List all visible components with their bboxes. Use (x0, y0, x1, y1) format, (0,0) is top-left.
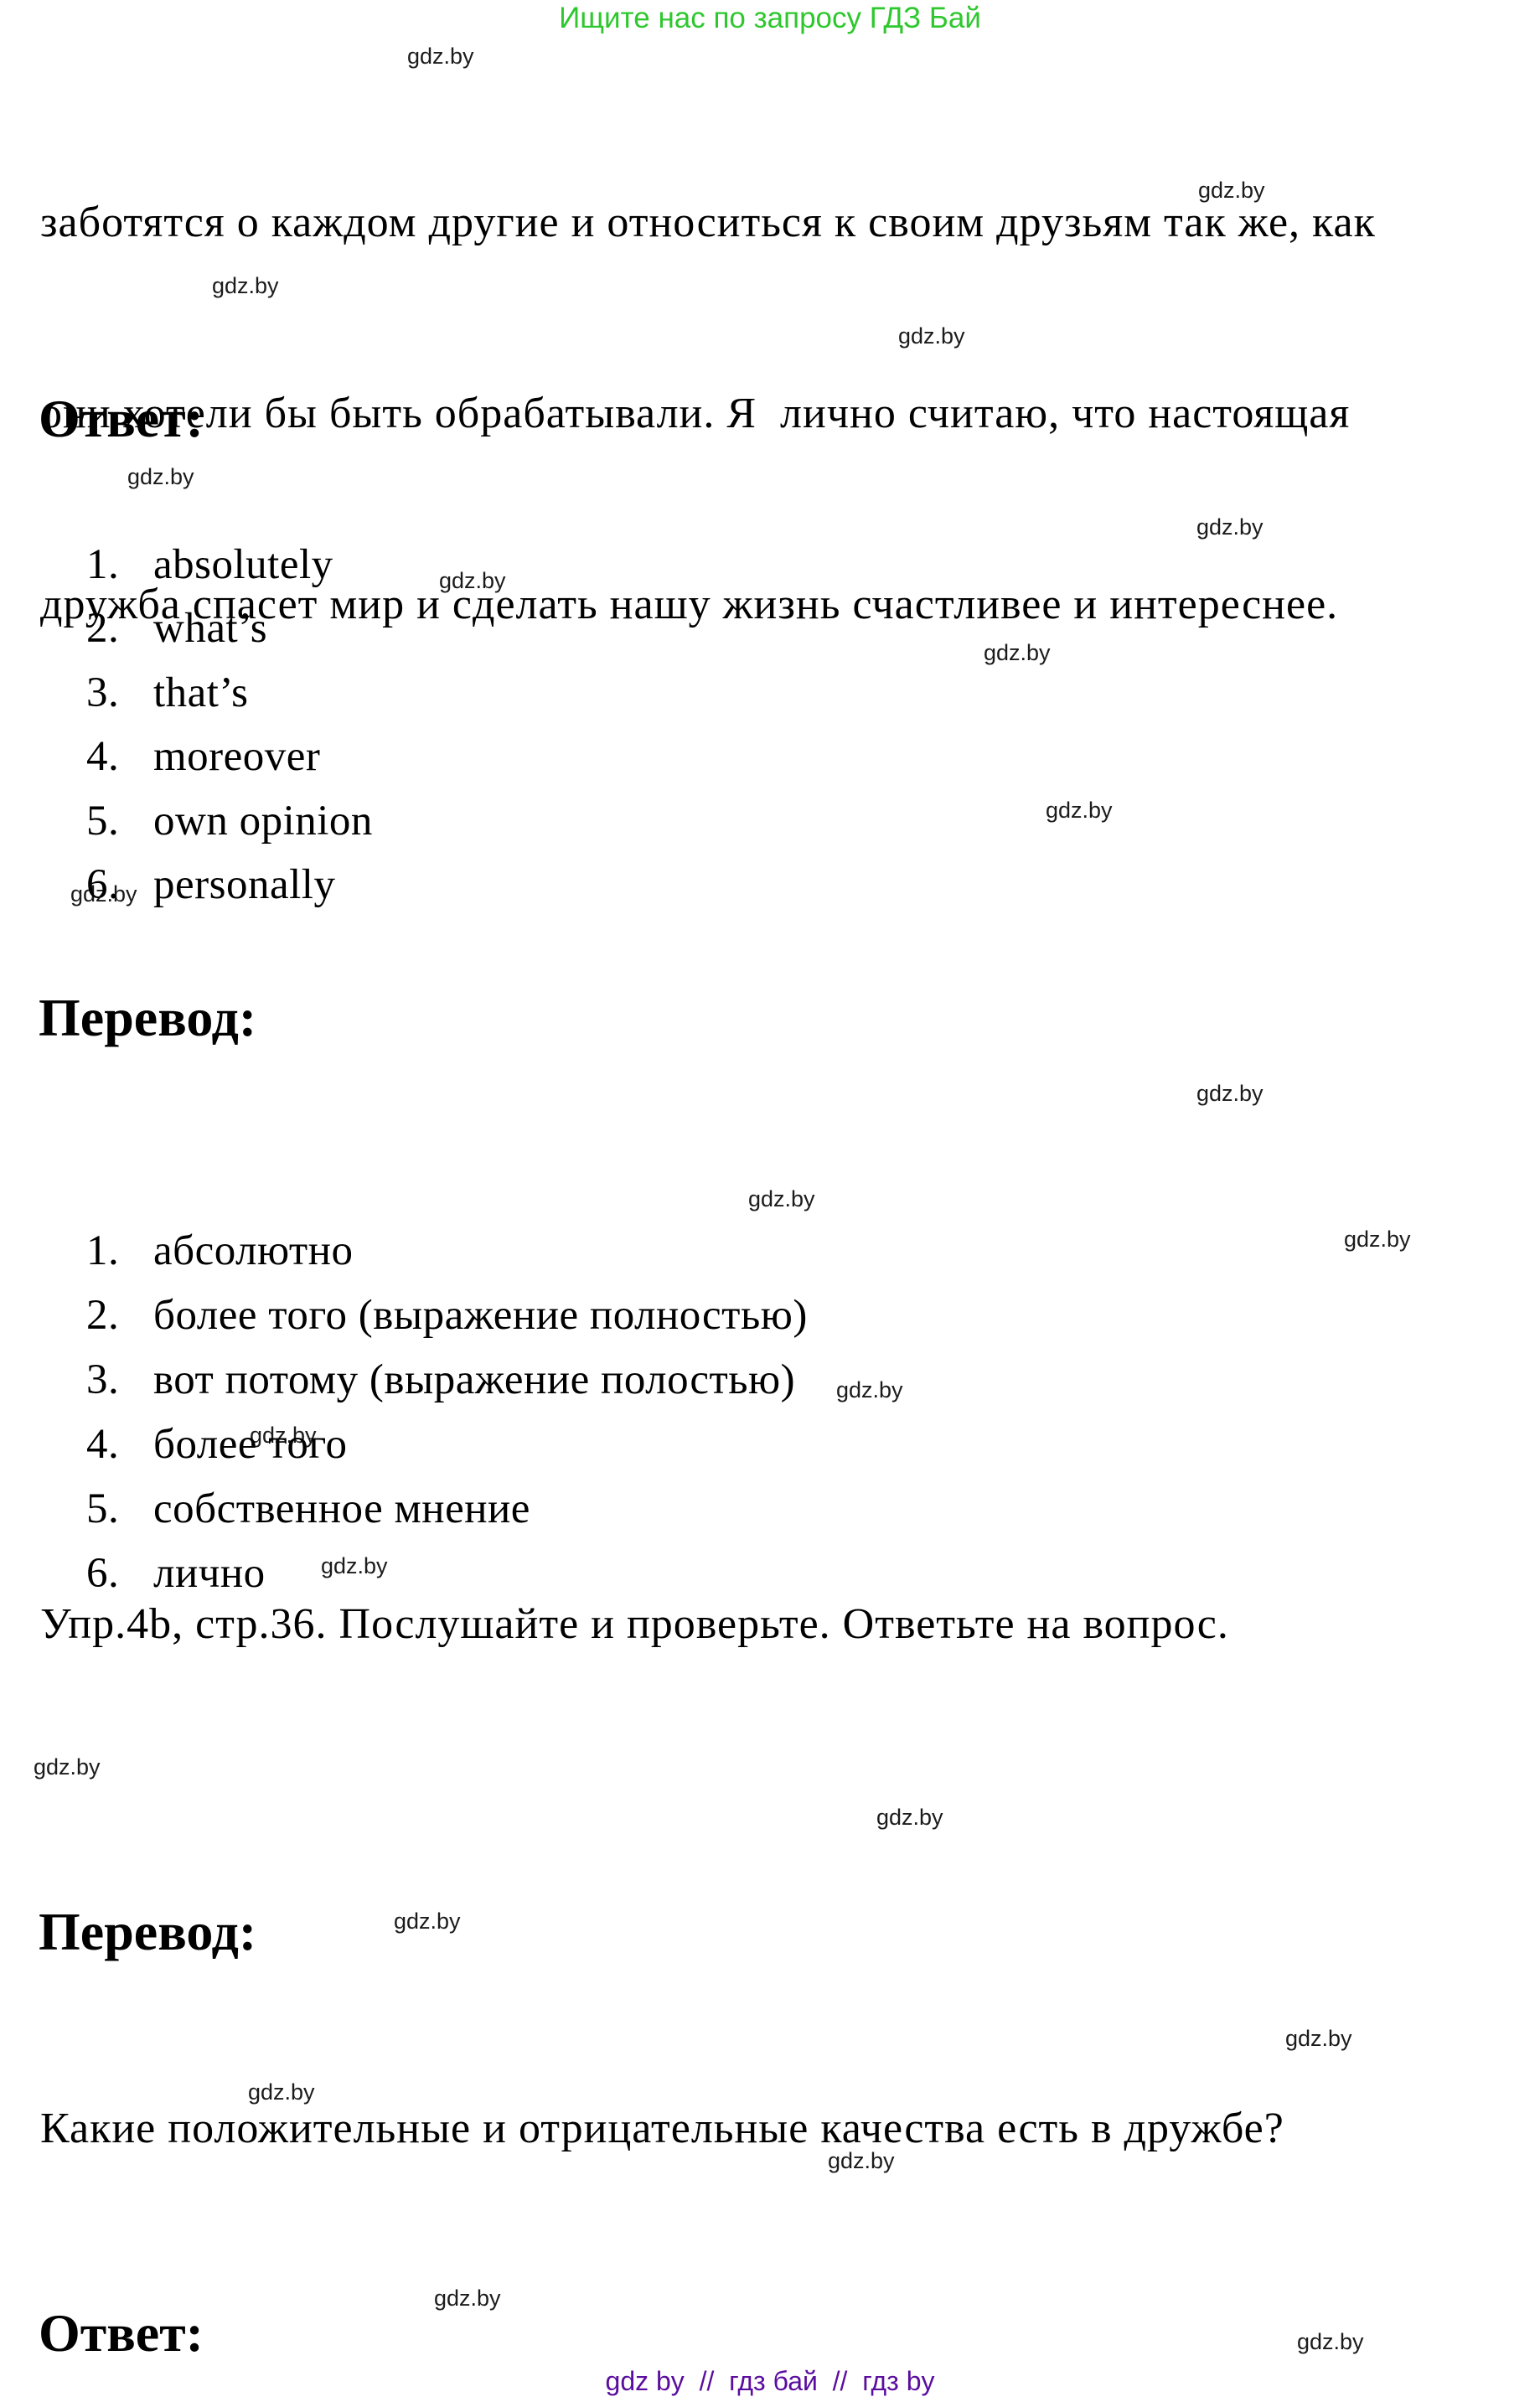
watermark-gdz: gdz.by (70, 881, 137, 907)
item-number: 2. (86, 1292, 120, 1340)
watermark-gdz: gdz.by (407, 44, 474, 69)
watermark-gdz: gdz.by (127, 464, 194, 489)
answer-item: 3. that’s (42, 622, 249, 763)
answer-item: 2. what’s (42, 558, 267, 699)
paragraph-line: дружба спасет мир и сделать нашу жизнь с… (40, 581, 1339, 628)
answer-item: 5. own opinion (42, 751, 373, 891)
watermark-gdz: gdz.by (828, 2148, 895, 2173)
translation-item: 3. вот потому (выражение полостью) (42, 1309, 795, 1450)
watermark-gdz: gdz.by (898, 323, 965, 349)
translation-item: 6. лично (42, 1503, 266, 1644)
intro-paragraph: заботятся о каждом другие и относиться к… (40, 64, 1376, 764)
watermark-gdz: gdz.by (1198, 178, 1265, 203)
item-number: 3. (86, 669, 120, 717)
item-text: absolutely (153, 541, 333, 589)
exercise-title: Упр.4b, стр.36. Послушайте и проверьте. … (40, 1600, 1229, 1648)
paragraph-line: заботятся о каждом другие и относиться к… (40, 199, 1376, 246)
header-search-note: Ищите нас по запросу ГДЗ Бай (559, 2, 981, 34)
question-line: Какие положительные и отрицательные каче… (40, 2105, 1284, 2152)
watermark-gdz: gdz.by (1196, 1081, 1264, 1106)
item-number: 5. (86, 1485, 120, 1533)
item-number: 6. (86, 1550, 120, 1598)
item-text: лично (153, 1550, 266, 1598)
paragraph-line: они хотели бы быть обрабатывали. Я лично… (40, 390, 1351, 437)
watermark-gdz: gdz.by (434, 2286, 501, 2311)
item-number: 6. (86, 861, 120, 909)
watermark-gdz: gdz.by (248, 2079, 315, 2105)
watermark-gdz: gdz.by (321, 1553, 388, 1578)
item-text: вот потому (выражение полостью) (153, 1356, 796, 1404)
translation-item: 1. абсолютно (42, 1180, 354, 1321)
answer-heading: Ответ: (39, 389, 204, 448)
item-text: what’s (153, 605, 268, 653)
watermark-gdz: gdz.by (1285, 2026, 1352, 2051)
watermark-gdz: gdz.by (212, 273, 279, 298)
item-text: абсолютно (153, 1227, 354, 1275)
answer-item: 6. personally (42, 814, 335, 955)
watermark-gdz: gdz.by (984, 640, 1051, 665)
watermark-gdz: gdz.by (250, 1423, 317, 1448)
translation-item: 2. более того (выражение полностью) (42, 1245, 808, 1386)
item-text: более того (выражение полностью) (153, 1292, 808, 1340)
answer-item: 1. absolutely (42, 494, 333, 635)
item-text: own opinion (153, 798, 373, 845)
watermark-gdz: gdz.by (836, 1377, 903, 1402)
watermark-gdz: gdz.by (1046, 798, 1113, 823)
translation-item: 5. собственное мнение (42, 1439, 530, 1579)
watermark-gdz: gdz.by (439, 568, 506, 593)
watermark-gdz: gdz.by (1344, 1227, 1411, 1252)
item-number: 4. (86, 733, 120, 781)
item-number: 1. (86, 1227, 120, 1275)
watermark-gdz: gdz.by (876, 1805, 943, 1830)
watermark-gdz: gdz.by (1196, 514, 1264, 540)
item-text: более того (153, 1421, 348, 1469)
item-text: personally (153, 861, 336, 909)
answer2-heading: Ответ: (39, 2303, 204, 2363)
watermark-gdz: gdz.by (394, 1909, 461, 1934)
answer-item: 4. moreover (42, 686, 320, 827)
footer-note: gdz by // гдз бай // гдз by (605, 2366, 935, 2396)
item-text: собственное мнение (153, 1485, 530, 1533)
item-number: 3. (86, 1356, 120, 1404)
watermark-gdz: gdz.by (1297, 2329, 1364, 2354)
translation-heading: Перевод: (39, 988, 257, 1047)
watermark-gdz: gdz.by (34, 1754, 101, 1780)
item-number: 1. (86, 541, 120, 589)
item-text: that’s (153, 669, 249, 717)
translation2-heading: Перевод: (39, 1902, 257, 1961)
watermark-gdz: gdz.by (748, 1186, 815, 1211)
item-number: 4. (86, 1421, 120, 1469)
item-number: 5. (86, 798, 120, 845)
item-text: moreover (153, 733, 321, 781)
item-number: 2. (86, 605, 120, 653)
translation-item: 4. более того (42, 1374, 348, 1515)
